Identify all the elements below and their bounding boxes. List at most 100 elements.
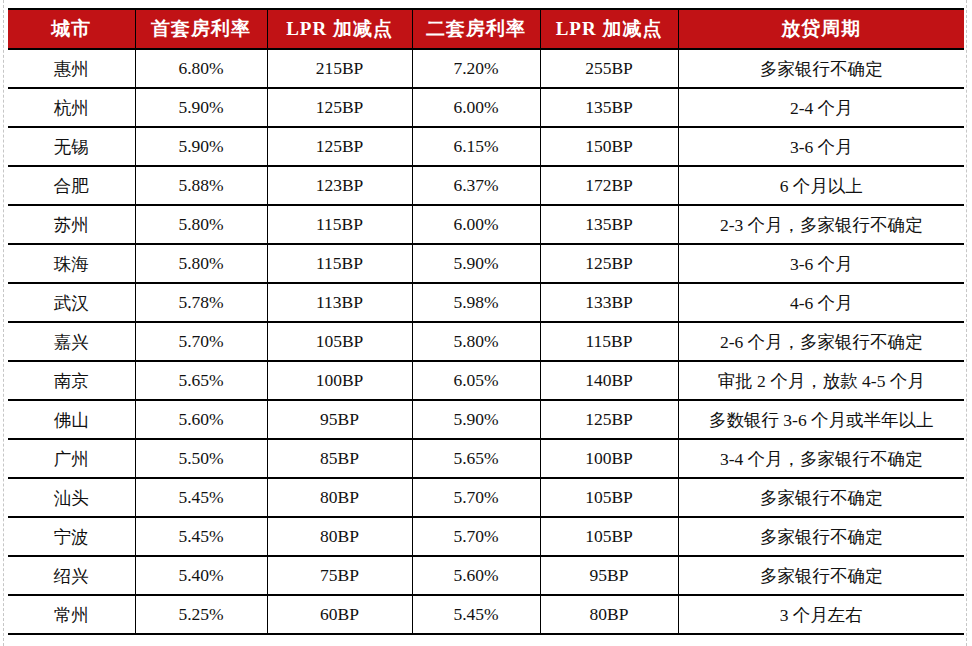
cell-first-home-rate: 5.60% (135, 400, 267, 439)
page-margin-guide-right (966, 0, 967, 646)
cell-second-lpr-points: 140BP (540, 361, 678, 400)
cell-second-home-rate: 5.90% (412, 244, 540, 283)
table-header: 城市首套房利率LPR 加减点二套房利率LPR 加减点放贷周期 (8, 9, 964, 49)
cell-second-lpr-points: 150BP (540, 127, 678, 166)
cell-lending-period: 3-6 个月 (678, 244, 964, 283)
cell-second-home-rate: 7.20% (412, 49, 540, 88)
cell-first-lpr-points: 105BP (267, 322, 412, 361)
cell-city: 南京 (8, 361, 135, 400)
cell-lending-period: 2-6 个月，多家银行不确定 (678, 322, 964, 361)
table-row-苏州: 苏州5.80%115BP6.00%135BP2-3 个月，多家银行不确定 (8, 205, 964, 244)
cell-lending-period: 2-3 个月，多家银行不确定 (678, 205, 964, 244)
cell-first-lpr-points: 115BP (267, 205, 412, 244)
column-header-city: 城市 (8, 9, 135, 49)
cell-first-home-rate: 5.25% (135, 595, 267, 634)
cell-second-home-rate: 5.90% (412, 400, 540, 439)
cell-first-lpr-points: 115BP (267, 244, 412, 283)
table-row-宁波: 宁波5.45%80BP5.70%105BP多家银行不确定 (8, 517, 964, 556)
cell-lending-period: 3-4 个月，多家银行不确定 (678, 439, 964, 478)
cell-first-home-rate: 5.78% (135, 283, 267, 322)
table-row-广州: 广州5.50%85BP5.65%100BP3-4 个月，多家银行不确定 (8, 439, 964, 478)
column-header-lending-period: 放贷周期 (678, 9, 964, 49)
table-row-杭州: 杭州5.90%125BP6.00%135BP2-4 个月 (8, 88, 964, 127)
cell-first-lpr-points: 100BP (267, 361, 412, 400)
cell-lending-period: 多家银行不确定 (678, 478, 964, 517)
cell-second-lpr-points: 125BP (540, 244, 678, 283)
table-row-合肥: 合肥5.88%123BP6.37%172BP6 个月以上 (8, 166, 964, 205)
cell-lending-period: 多家银行不确定 (678, 556, 964, 595)
cell-second-lpr-points: 100BP (540, 439, 678, 478)
cell-first-home-rate: 5.65% (135, 361, 267, 400)
cell-first-lpr-points: 80BP (267, 517, 412, 556)
cell-lending-period: 4-6 个月 (678, 283, 964, 322)
cell-second-home-rate: 5.98% (412, 283, 540, 322)
cell-lending-period: 2-4 个月 (678, 88, 964, 127)
cell-second-home-rate: 6.37% (412, 166, 540, 205)
column-header-first-lpr-points: LPR 加减点 (267, 9, 412, 49)
cell-city: 汕头 (8, 478, 135, 517)
cell-first-lpr-points: 95BP (267, 400, 412, 439)
cell-first-home-rate: 5.80% (135, 244, 267, 283)
cell-first-lpr-points: 125BP (267, 88, 412, 127)
cell-city: 佛山 (8, 400, 135, 439)
cell-first-home-rate: 5.45% (135, 517, 267, 556)
cell-second-lpr-points: 255BP (540, 49, 678, 88)
table-row-珠海: 珠海5.80%115BP5.90%125BP3-6 个月 (8, 244, 964, 283)
column-header-second-lpr-points: LPR 加减点 (540, 9, 678, 49)
cell-lending-period: 多数银行 3-6 个月或半年以上 (678, 400, 964, 439)
cell-second-home-rate: 6.00% (412, 88, 540, 127)
cell-second-home-rate: 6.15% (412, 127, 540, 166)
table-row-常州: 常州5.25%60BP5.45%80BP3 个月左右 (8, 595, 964, 634)
cell-first-lpr-points: 113BP (267, 283, 412, 322)
cell-second-home-rate: 5.65% (412, 439, 540, 478)
cell-second-lpr-points: 105BP (540, 478, 678, 517)
table-row-佛山: 佛山5.60%95BP5.90%125BP多数银行 3-6 个月或半年以上 (8, 400, 964, 439)
cell-first-lpr-points: 80BP (267, 478, 412, 517)
table-row-惠州: 惠州6.80%215BP7.20%255BP多家银行不确定 (8, 49, 964, 88)
cell-first-home-rate: 5.70% (135, 322, 267, 361)
cell-second-lpr-points: 133BP (540, 283, 678, 322)
cell-city: 武汉 (8, 283, 135, 322)
cell-lending-period: 3 个月左右 (678, 595, 964, 634)
table-row-武汉: 武汉5.78%113BP5.98%133BP4-6 个月 (8, 283, 964, 322)
cell-first-lpr-points: 215BP (267, 49, 412, 88)
table-row-嘉兴: 嘉兴5.70%105BP5.80%115BP2-6 个月，多家银行不确定 (8, 322, 964, 361)
cell-second-home-rate: 5.70% (412, 517, 540, 556)
column-header-first-home-rate: 首套房利率 (135, 9, 267, 49)
cell-first-home-rate: 5.88% (135, 166, 267, 205)
cell-second-home-rate: 6.05% (412, 361, 540, 400)
cell-lending-period: 6 个月以上 (678, 166, 964, 205)
cell-lending-period: 多家银行不确定 (678, 49, 964, 88)
table-row-南京: 南京5.65%100BP6.05%140BP审批 2 个月，放款 4-5 个月 (8, 361, 964, 400)
cell-lending-period: 多家银行不确定 (678, 517, 964, 556)
cell-city: 宁波 (8, 517, 135, 556)
cell-second-lpr-points: 135BP (540, 205, 678, 244)
table-row-绍兴: 绍兴5.40%75BP5.60%95BP多家银行不确定 (8, 556, 964, 595)
cell-first-home-rate: 5.50% (135, 439, 267, 478)
table-row-无锡: 无锡5.90%125BP6.15%150BP3-6 个月 (8, 127, 964, 166)
table-body: 惠州6.80%215BP7.20%255BP多家银行不确定杭州5.90%125B… (8, 49, 964, 634)
cell-lending-period: 审批 2 个月，放款 4-5 个月 (678, 361, 964, 400)
cell-city: 合肥 (8, 166, 135, 205)
cell-second-home-rate: 5.45% (412, 595, 540, 634)
page-margin-guide-left (3, 0, 4, 646)
cell-second-lpr-points: 115BP (540, 322, 678, 361)
table-row-汕头: 汕头5.45%80BP5.70%105BP多家银行不确定 (8, 478, 964, 517)
cell-city: 常州 (8, 595, 135, 634)
cell-city: 广州 (8, 439, 135, 478)
column-header-second-home-rate: 二套房利率 (412, 9, 540, 49)
cell-first-home-rate: 5.90% (135, 88, 267, 127)
cell-city: 嘉兴 (8, 322, 135, 361)
cell-first-home-rate: 5.40% (135, 556, 267, 595)
cell-second-lpr-points: 172BP (540, 166, 678, 205)
cell-city: 苏州 (8, 205, 135, 244)
cell-second-home-rate: 5.70% (412, 478, 540, 517)
cell-second-home-rate: 6.00% (412, 205, 540, 244)
cell-second-lpr-points: 105BP (540, 517, 678, 556)
cell-first-lpr-points: 75BP (267, 556, 412, 595)
cell-first-home-rate: 5.45% (135, 478, 267, 517)
cell-second-lpr-points: 125BP (540, 400, 678, 439)
cell-first-lpr-points: 125BP (267, 127, 412, 166)
cell-first-home-rate: 5.90% (135, 127, 267, 166)
cell-second-lpr-points: 135BP (540, 88, 678, 127)
